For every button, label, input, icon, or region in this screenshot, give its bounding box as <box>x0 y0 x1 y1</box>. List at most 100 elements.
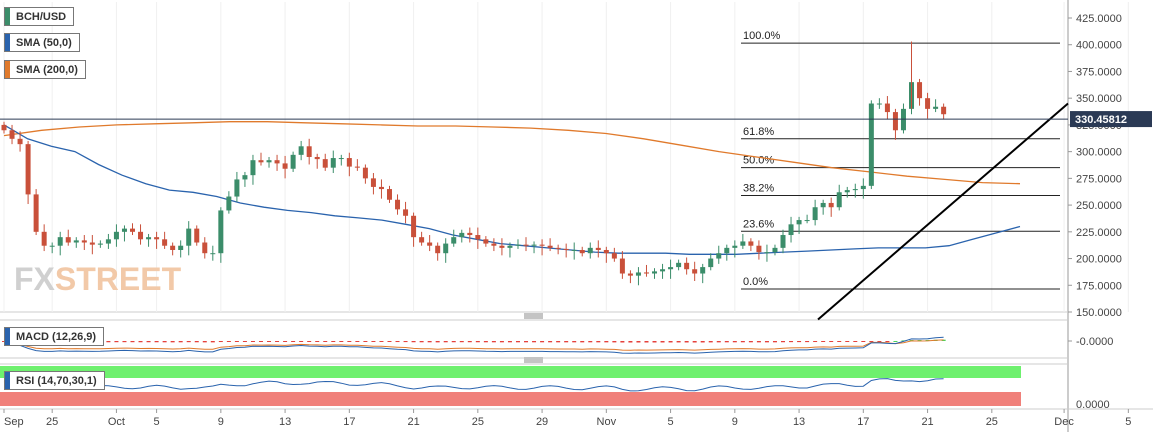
legend-sma50[interactable]: SMA (50,0) <box>4 33 80 52</box>
candle-up <box>764 252 770 254</box>
candle-up <box>571 249 577 251</box>
rsi-line <box>3 378 944 392</box>
symbol-label: BCH/USD <box>16 10 67 23</box>
macd-histogram-bar <box>548 341 553 343</box>
candle-up <box>266 160 272 163</box>
fib-label: 61.8% <box>743 126 774 138</box>
macd-histogram-bar <box>660 341 665 343</box>
macd-histogram-bar <box>226 341 231 342</box>
macd-histogram-bar <box>901 340 906 342</box>
macd-resize-handle[interactable] <box>524 313 543 319</box>
macd-histogram-bar <box>724 341 729 343</box>
symbol-swatch <box>5 8 10 25</box>
sma50-label: SMA (50,0) <box>16 36 72 49</box>
macd-histogram-bar <box>524 341 529 343</box>
candle-down <box>539 244 545 246</box>
macd-histogram-bar <box>170 341 175 343</box>
candle-up <box>515 244 521 246</box>
candle-down <box>362 167 368 179</box>
price-tick-label: 375.0000 <box>1076 66 1122 78</box>
candle-down <box>603 249 609 254</box>
rsi-oversold-zone <box>0 392 1021 406</box>
fxstreet-logo: FXSTREET <box>14 261 182 297</box>
trendline-path <box>817 102 1069 321</box>
macd-histogram-bar <box>596 341 601 343</box>
legend-rsi[interactable]: RSI (14,70,30,1) <box>4 371 105 390</box>
candle-down <box>170 245 176 250</box>
macd-histogram-bar <box>732 341 737 343</box>
candle-up <box>852 189 858 191</box>
macd-histogram-bar <box>652 341 657 343</box>
sma50-path <box>3 124 1021 255</box>
macd-histogram-bar <box>684 341 689 343</box>
candle-up <box>113 231 119 240</box>
macd-histogram-bar <box>403 341 408 343</box>
candle-down <box>619 258 625 274</box>
time-tick-label: Sep <box>4 416 24 428</box>
macd-histogram-bar <box>355 341 360 342</box>
macd-histogram-bar <box>122 341 127 343</box>
macd-histogram-bar <box>475 341 480 343</box>
fxstreet-watermark: FXSTREET <box>14 261 182 297</box>
fib-label: 38.2% <box>743 182 774 194</box>
time-tick-label: 25 <box>46 416 58 428</box>
macd-histogram-bar <box>781 341 786 343</box>
macd-signal-line <box>3 339 944 351</box>
macd-histogram-bar <box>861 341 866 342</box>
time-tick-label: 17 <box>857 416 869 428</box>
time-tick-label: 13 <box>279 416 291 428</box>
candle-down <box>354 166 360 168</box>
macd-histogram-bar <box>106 341 111 343</box>
macd-histogram-bar <box>580 341 585 343</box>
fibonacci-levels: 100.0% 61.8% 50.0% 38.2% 23.6% 0.0% <box>741 30 1060 290</box>
candle-down <box>435 245 441 254</box>
candle-up <box>587 247 593 254</box>
candle-down <box>81 240 87 243</box>
macd-histogram-bar <box>515 341 520 343</box>
legend-symbol[interactable]: BCH/USD <box>4 7 75 26</box>
trendline <box>817 102 1069 321</box>
rsi-resize-handle[interactable] <box>524 357 543 363</box>
macd-histogram-bar <box>202 341 207 343</box>
candle-down <box>756 245 762 253</box>
candle-up <box>298 146 304 155</box>
candle-down <box>892 112 898 131</box>
sma200-label: SMA (200,0) <box>16 63 78 76</box>
macd-histogram-bar <box>387 341 392 342</box>
time-axis: Sep25Oct591317212529Nov5913172125Dec5913… <box>3 409 1131 428</box>
candle-down <box>282 163 288 169</box>
candle-up <box>812 207 818 221</box>
macd-histogram-bar <box>676 341 681 343</box>
candle-up <box>844 190 850 193</box>
price-tick-label: 425.0000 <box>1076 13 1122 25</box>
macd-histogram-bar <box>427 341 432 343</box>
candle-up <box>146 237 152 240</box>
candle-up <box>443 243 449 254</box>
candle-down <box>595 247 601 250</box>
macd-histogram-bar <box>893 340 898 342</box>
macd-swatch <box>5 328 10 345</box>
macd-histogram-bar <box>435 341 440 343</box>
candle-up <box>796 220 802 225</box>
candle-up <box>740 241 746 246</box>
macd-histogram-bar <box>588 341 593 343</box>
legend-macd[interactable]: MACD (12,26,9) <box>4 327 105 346</box>
legend-sma200[interactable]: SMA (200,0) <box>4 60 86 79</box>
macd-label: MACD (12,26,9) <box>16 330 97 343</box>
candle-up <box>660 269 666 272</box>
candle-down <box>386 189 392 200</box>
macd-histogram-bar <box>483 341 488 343</box>
macd-histogram-bar <box>507 341 512 343</box>
candle-down <box>555 247 561 249</box>
macd-histogram-bar <box>275 341 280 342</box>
macd-histogram-bar <box>459 341 464 343</box>
macd-histogram-bar <box>532 341 537 343</box>
time-tick-label: 25 <box>986 416 998 428</box>
candle-up <box>178 245 184 250</box>
macd-histogram-bar <box>146 341 151 343</box>
macd-histogram-bar <box>114 341 119 343</box>
candle-down <box>684 262 690 270</box>
candle-down <box>884 103 890 113</box>
time-tick-label: 5 <box>1125 416 1131 428</box>
